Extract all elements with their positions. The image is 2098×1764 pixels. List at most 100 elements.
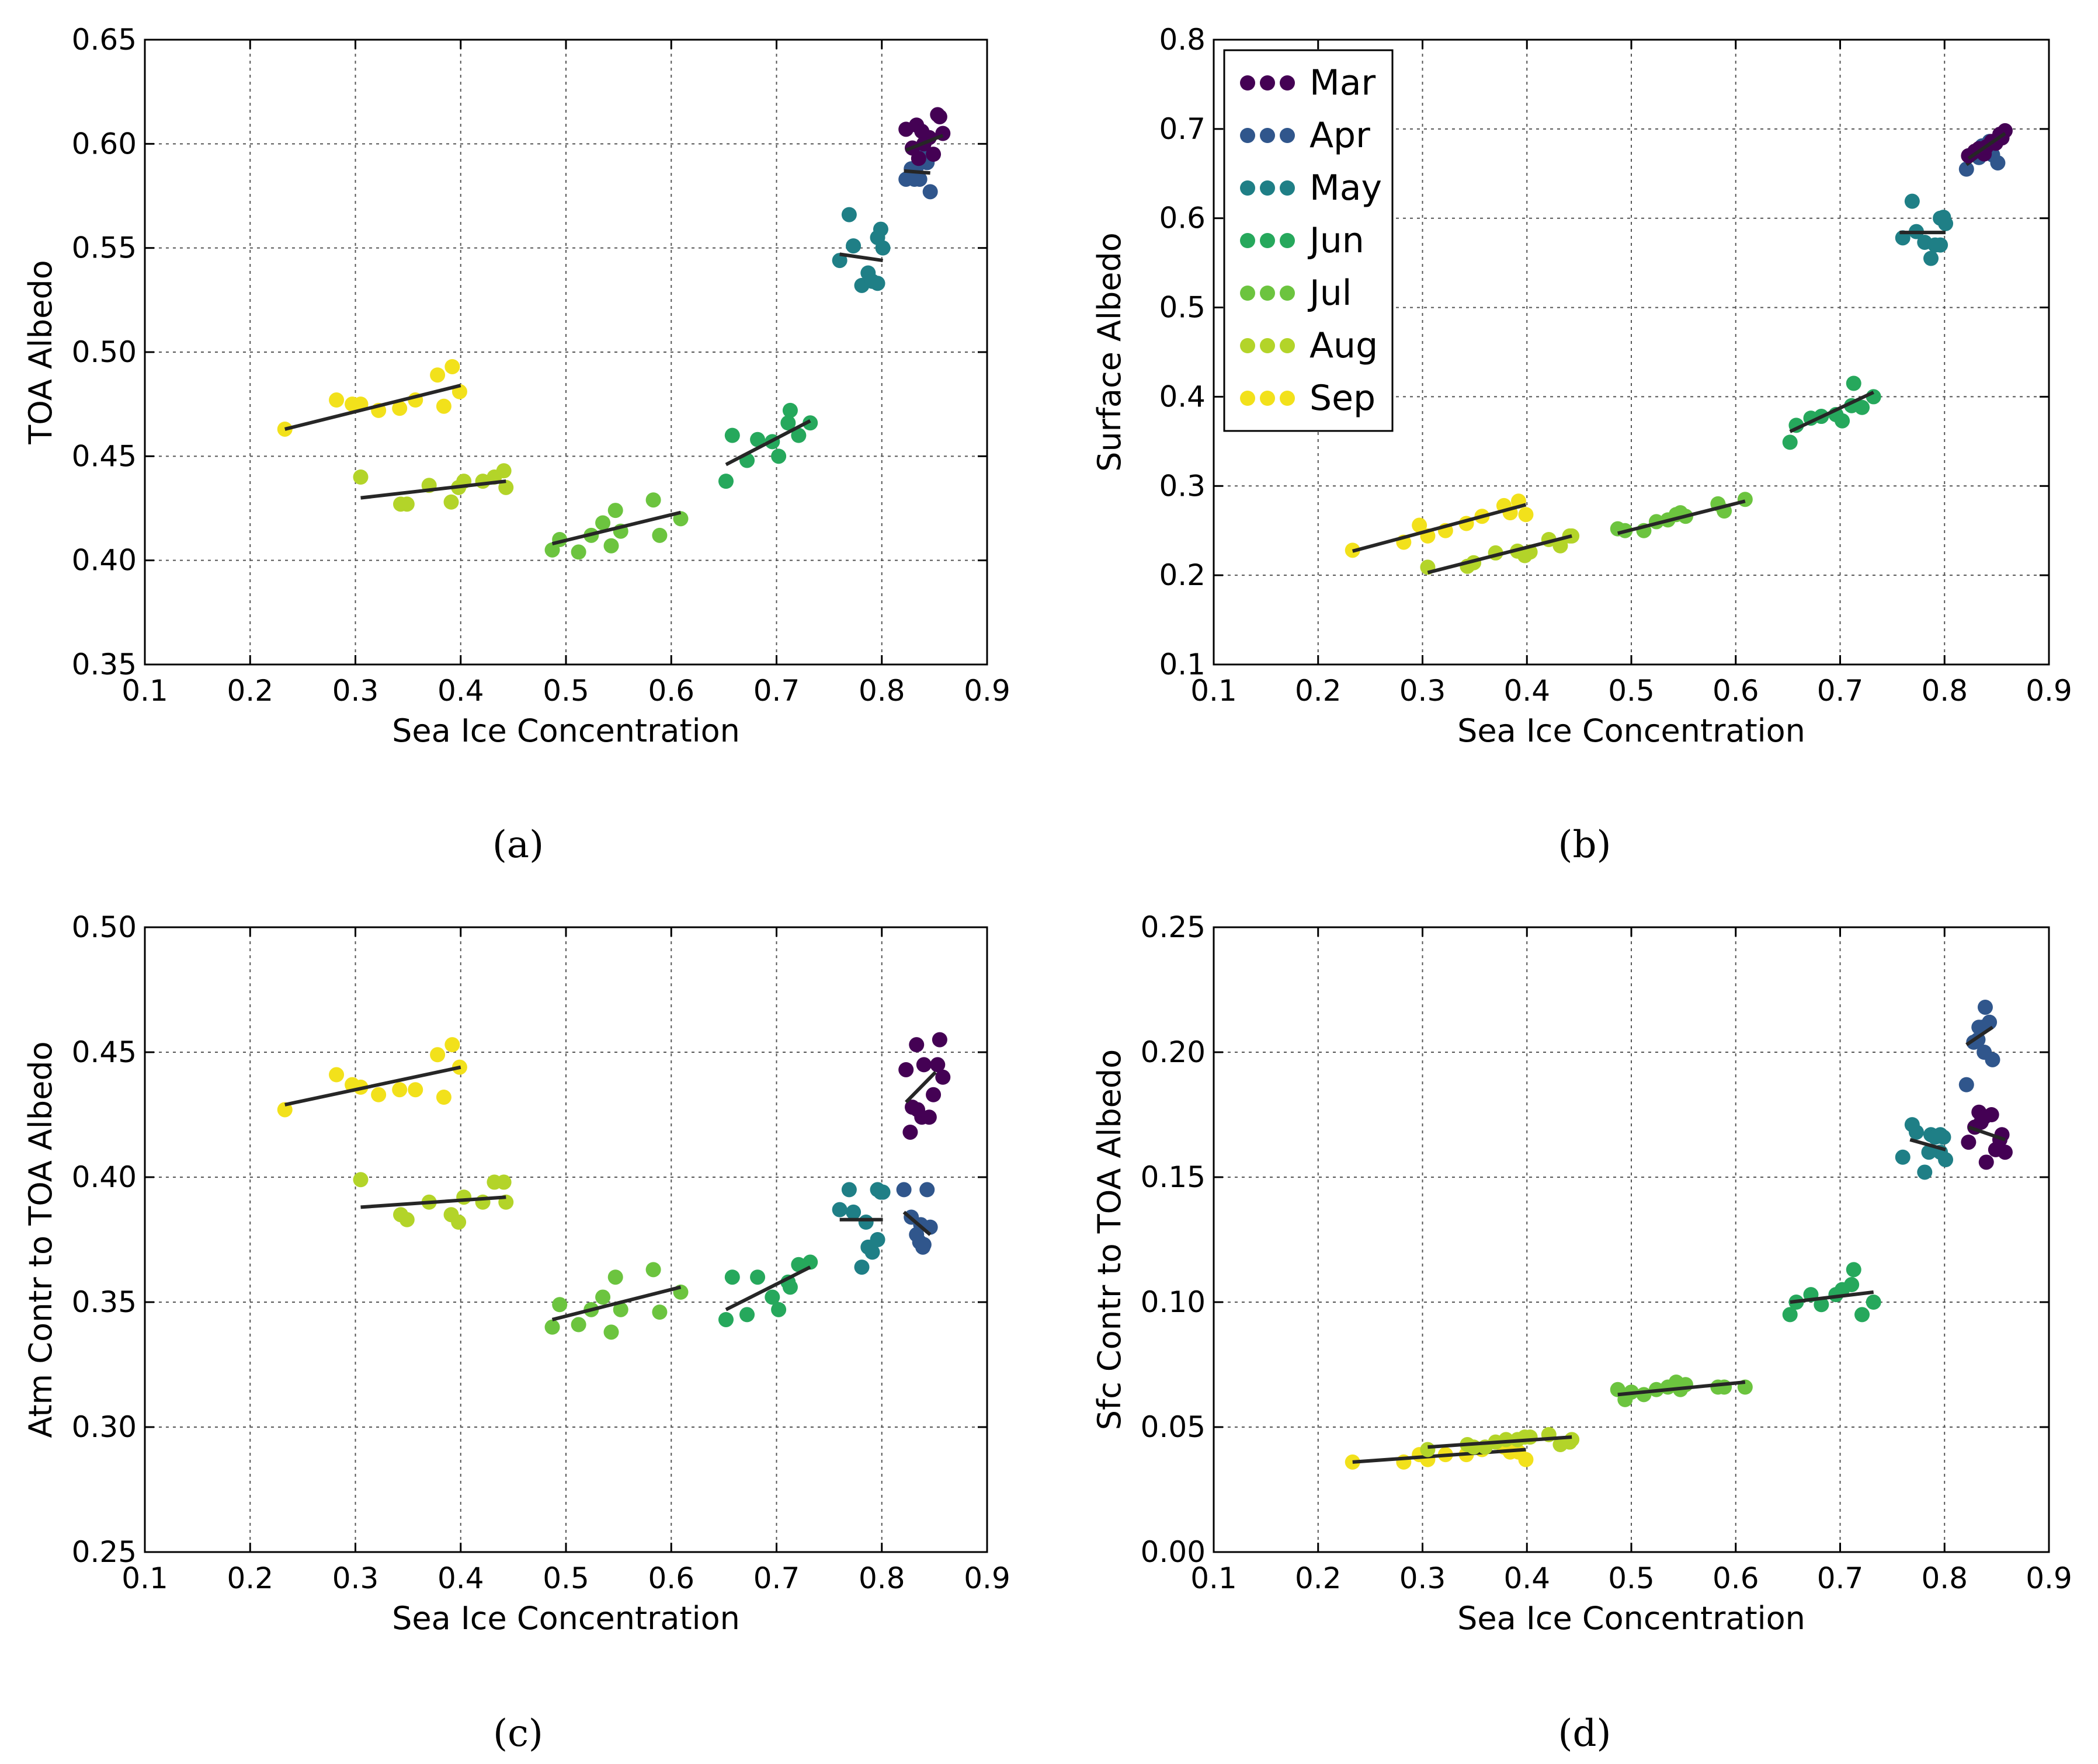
x-tick-label: 0.6 [648,674,694,708]
fit-line-sep [1352,503,1527,553]
caption-d: (d) [1558,1712,1611,1755]
data-point-jun [1866,1295,1881,1310]
series-may [1895,1117,1954,1180]
data-point-sep [408,1082,423,1098]
fit-line-sep [1352,1448,1526,1464]
legend-marker-apr [1280,128,1295,143]
data-point-may [875,1184,891,1200]
series-aug [1420,1426,1580,1457]
series-apr [1958,999,2000,1093]
legend-label-mar: Mar [1309,62,1376,103]
data-point-apr [1982,1014,1998,1030]
legend-marker-sep [1280,391,1295,406]
legend-marker-may [1240,180,1255,196]
x-tick-label: 0.2 [1295,674,1342,708]
series-jul [544,1262,689,1340]
data-point-jul [652,1304,668,1320]
y-tick-label: 0.50 [72,910,137,944]
data-point-sep [436,398,451,414]
legend: Mar Apr May Jun Jul Aug Sep [1223,49,1394,432]
data-point-may [1904,193,1920,209]
legend-marker-aug [1260,338,1275,353]
data-point-jul [613,1302,628,1317]
x-tick-label: 0.2 [1295,1561,1342,1595]
series-jul [1610,492,1753,538]
data-point-jul [595,1289,611,1305]
fit-line-jun [1790,1290,1874,1304]
y-tick-label: 0.4 [1159,380,1206,413]
data-point-jun [724,1269,740,1285]
data-point-sep [444,1037,460,1053]
y-tick-label: 0.6 [1159,201,1206,235]
data-point-jul [1717,1379,1732,1395]
x-axis-label: Sea Ice Concentration [1457,712,1805,749]
data-point-may [1895,1149,1911,1165]
data-point-mar [932,1032,947,1048]
data-point-aug [496,463,512,479]
fit-line-jul [1617,499,1746,535]
x-tick-label: 0.7 [1817,674,1864,708]
x-tick-label: 0.1 [121,674,168,708]
data-point-jun [1854,399,1870,415]
data-point-mar [1997,1144,2013,1160]
fit-line-mar [1967,132,2006,160]
data-point-sep [436,1090,451,1105]
series-jun [718,402,818,489]
data-point-mar [898,1062,914,1077]
data-point-jun [750,432,766,447]
y-tick-label: 0.15 [1141,1160,1206,1194]
data-point-jul [645,492,661,508]
y-tick-label: 0.10 [1141,1285,1206,1319]
data-point-may [1917,1164,1933,1180]
y-tick-label: 0.3 [1159,469,1206,503]
series-sep [277,1037,467,1118]
caption-c: (c) [493,1712,543,1755]
data-point-mar [935,1069,951,1085]
data-point-aug [353,1172,369,1188]
data-point-may [870,276,885,291]
x-tick-label: 0.8 [859,674,905,708]
data-point-aug [443,494,459,510]
x-tick-label: 0.9 [964,674,1010,708]
fit-line-mar [905,1071,937,1104]
legend-label-sep: Sep [1309,378,1375,419]
data-point-may [864,1244,880,1260]
fit-line-sep [284,1065,461,1107]
y-tick-label: 0.1 [1159,648,1206,681]
data-point-sep [1412,517,1427,533]
data-point-may [1933,1127,1948,1143]
data-point-mar [1984,1107,1999,1122]
panel-b: 0.1 0.2 0.3 0.4 0.5 0.6 0.7 0.8 0.9 0.1 0.2 0.3 0.4 0… [1091,23,2072,749]
series-jun [1782,375,1881,450]
fit-line-jun [1789,391,1874,433]
data-point-mar [926,1087,942,1102]
fit-line-jun [725,1265,811,1311]
y-tick-label: 0.05 [1141,1410,1206,1444]
data-point-jun [724,427,740,443]
data-point-jun [1835,413,1850,429]
data-point-may [854,1259,870,1275]
data-point-jun [782,402,798,418]
panel-d: 0.1 0.2 0.3 0.4 0.5 0.6 0.7 0.8 0.9 0.00 0.05 0.10 0… [1091,910,2072,1637]
fit-line-aug [1427,534,1572,575]
series-aug [1420,528,1580,575]
y-tick-label: 0.50 [72,335,137,369]
x-tick-label: 0.9 [964,1561,1010,1595]
plot-frame [144,926,988,1553]
y-tick-label: 0.25 [72,1535,137,1569]
series-aug [353,1172,514,1230]
x-tick-label: 0.3 [1399,1561,1446,1595]
data-point-aug [451,1215,467,1230]
data-point-jun [1854,1307,1870,1323]
data-point-jul [595,515,611,531]
x-tick-label: 0.9 [2026,674,2072,708]
data-point-may [858,1215,874,1230]
data-point-sep [444,359,460,374]
fit-line-jul [551,510,682,546]
data-point-jul [607,503,623,519]
legend-marker-jun [1260,233,1275,248]
data-point-jul [571,1317,586,1332]
x-tick-label: 0.8 [1921,674,1968,708]
legend-marker-jul [1260,286,1275,301]
data-point-apr [1990,155,2006,171]
